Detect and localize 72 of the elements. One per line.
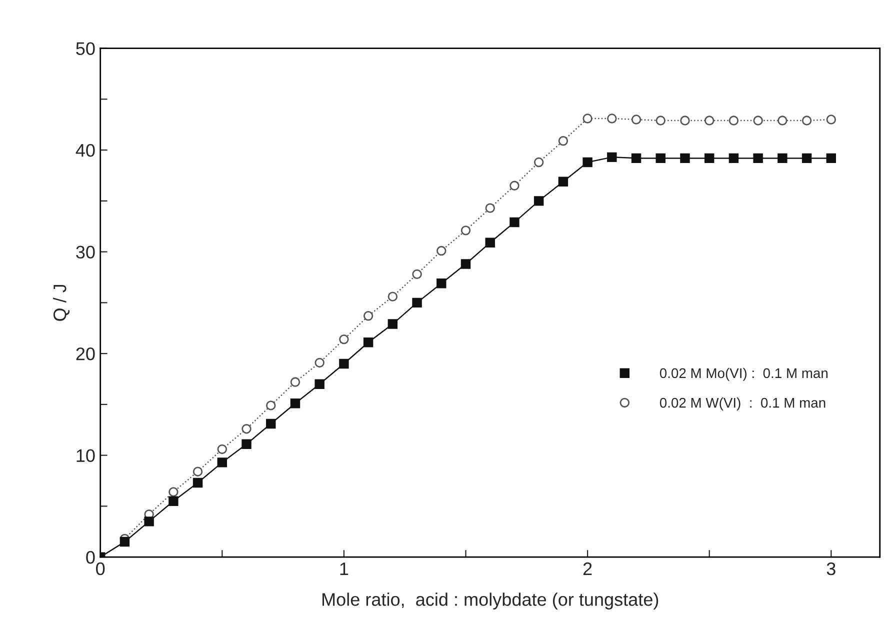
point <box>339 358 349 369</box>
point <box>802 116 812 126</box>
point <box>242 424 252 434</box>
point <box>753 153 763 164</box>
x-tick-label: 2 <box>583 562 592 576</box>
point <box>753 116 763 126</box>
y-axis-title: Q / J <box>53 284 70 321</box>
point <box>266 400 276 410</box>
point <box>339 334 349 344</box>
point <box>460 226 471 236</box>
point <box>510 180 520 191</box>
point <box>607 152 617 162</box>
legend-label: 0.02 M W(VI) : 0.1 M man <box>660 398 826 410</box>
point <box>680 116 690 126</box>
point <box>144 516 154 526</box>
y-tick-label: 0 <box>86 550 95 564</box>
point <box>728 153 739 164</box>
point <box>388 319 398 329</box>
point <box>168 496 178 506</box>
y-tick-label: 30 <box>76 246 95 259</box>
point <box>631 153 642 164</box>
point <box>242 439 252 449</box>
point <box>704 116 714 126</box>
point <box>656 116 666 126</box>
point <box>534 157 544 168</box>
point <box>192 478 203 488</box>
point <box>168 487 178 497</box>
point <box>826 153 836 164</box>
y-tick-label: 10 <box>76 449 95 462</box>
point <box>314 358 324 368</box>
point <box>290 398 300 408</box>
point <box>778 153 788 164</box>
point <box>826 114 836 124</box>
point <box>363 311 374 321</box>
point <box>778 116 788 126</box>
legend-label: 0.02 M Mo(VI) : 0.1 M man <box>660 368 828 381</box>
point <box>217 458 228 468</box>
x-tick-label: 0 <box>96 562 105 576</box>
x-axis-title: Mole ratio, acid : molybdate (or tungstate) <box>322 592 658 610</box>
x-tick-label: 3 <box>826 562 836 576</box>
point <box>510 217 520 228</box>
point <box>582 157 592 168</box>
point <box>217 444 228 454</box>
point <box>558 176 568 186</box>
point <box>388 292 398 302</box>
point <box>436 246 446 256</box>
y-tick-label: 50 <box>76 42 95 56</box>
point <box>582 114 592 124</box>
point <box>485 238 495 248</box>
y-tick-label: 40 <box>76 144 95 157</box>
point <box>120 536 130 547</box>
y-tick-label: 20 <box>76 347 95 360</box>
point <box>656 153 666 164</box>
point <box>460 259 471 269</box>
point <box>192 466 203 476</box>
point <box>266 418 276 429</box>
point <box>680 153 690 164</box>
point <box>412 269 422 280</box>
point <box>314 379 324 389</box>
point <box>290 377 300 387</box>
x-tick-label: 1 <box>340 562 348 576</box>
point <box>363 338 374 348</box>
point <box>802 153 812 164</box>
point <box>412 298 422 308</box>
point <box>558 136 568 146</box>
point <box>534 196 544 206</box>
point <box>607 114 617 124</box>
point <box>436 278 446 288</box>
point <box>704 153 714 164</box>
point <box>728 116 739 126</box>
point <box>485 203 495 213</box>
point <box>631 114 642 124</box>
